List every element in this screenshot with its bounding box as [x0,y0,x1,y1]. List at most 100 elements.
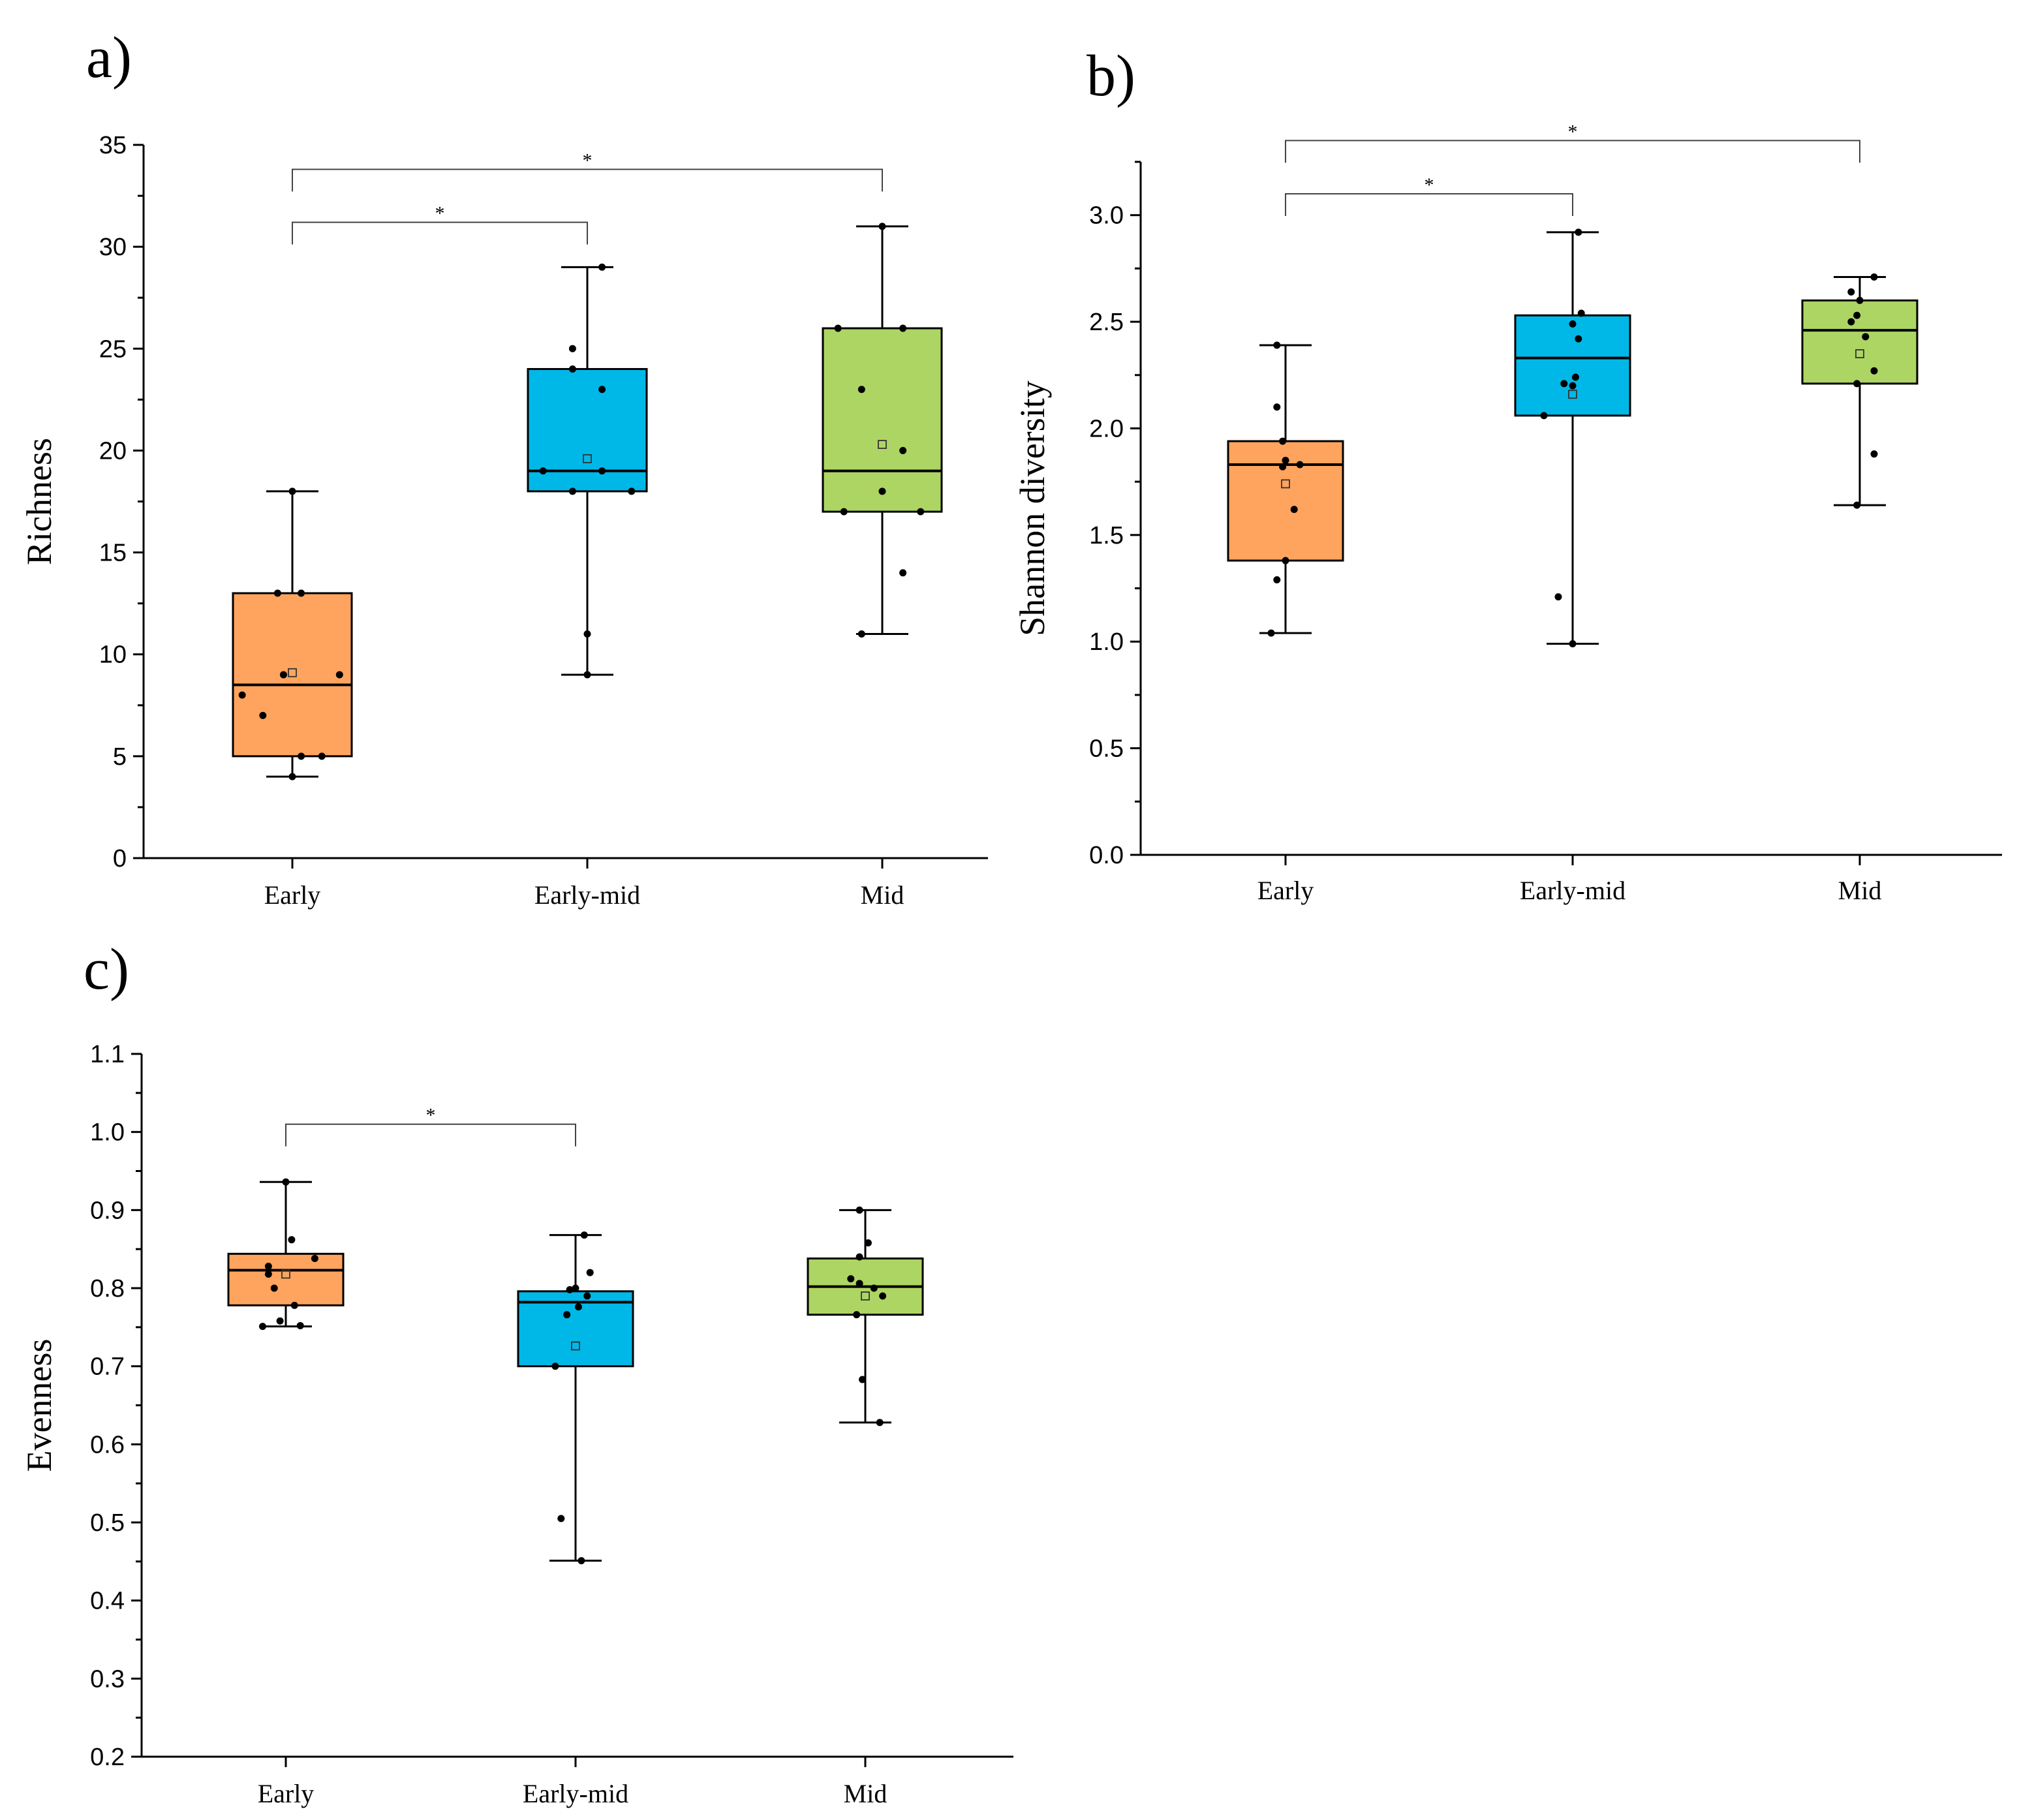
data-point [1856,296,1864,304]
box-mid [1801,273,1919,509]
panel-letter: b) [1087,44,1135,108]
x-tick-label: Mid [1838,876,1882,905]
box-rect [232,592,353,758]
data-point [859,1376,867,1383]
y-tick-label: 0.5 [90,1509,125,1537]
box-early-mid [527,263,648,679]
significance-star: * [1425,174,1434,196]
mean-marker [583,454,592,463]
data-point [539,467,547,475]
data-point [853,1311,861,1319]
data-point [876,1419,884,1427]
data-point [578,1557,585,1565]
y-tick-label: 1.0 [90,1119,125,1147]
data-point [318,752,326,760]
significance-bracket: * [285,1105,576,1147]
x-tick-label: Early [258,1779,315,1808]
data-point [282,1178,290,1186]
data-point [568,345,576,352]
y-tick-label: 5 [113,743,127,771]
y-tick-label: 0 [113,845,127,872]
y-tick-label: 0.8 [90,1275,125,1303]
data-point [258,1323,266,1331]
data-point [288,487,296,495]
x-tick-label: Early-mid [523,1779,628,1808]
data-point [917,508,925,516]
data-point [855,1253,863,1261]
significance-star: * [435,203,445,224]
data-point [568,365,576,373]
x-tick-label: Early [1257,876,1314,905]
data-point [568,487,576,495]
significance-star: * [1568,121,1578,142]
data-point [1870,273,1878,281]
data-point [1569,320,1577,328]
data-point [288,1236,296,1244]
significance-star: * [426,1105,436,1126]
panel-letter: c) [84,937,129,1002]
data-point [840,508,848,516]
data-point [279,671,287,679]
data-point [264,1262,272,1270]
x-tick-label: Mid [844,1779,887,1808]
data-point [1296,461,1304,469]
y-axis-title: Shannon diversity [1013,380,1052,636]
data-point [1290,506,1298,514]
significance-bracket: * [1285,121,1860,163]
data-point [899,446,907,454]
y-tick-label: 0.5 [1089,735,1124,763]
x-tick-label: Early-mid [534,880,640,910]
data-point [1540,412,1548,420]
chart-panel-c: c) Evenness 0.2 0.3 0.4 0.5 0.6 0.7 0.8 0.9 1.0 1.1… [20,937,1013,1808]
data-point [1577,309,1585,317]
significance-bracket: * [1285,174,1573,217]
data-point [583,1292,591,1300]
data-point [628,487,636,495]
data-point [899,324,907,332]
data-point [311,1255,318,1263]
box-early-mid [517,1231,634,1565]
box-mid [822,223,943,638]
data-point [574,1303,582,1311]
data-point [878,223,886,230]
box-rect [517,1290,634,1368]
data-point [1870,367,1878,375]
data-point [1575,228,1582,236]
box-rect [1514,314,1631,417]
y-tick-label: 2.5 [1089,309,1124,336]
box-early-mid [1514,228,1631,647]
data-point [864,1239,872,1247]
data-point [879,1292,887,1300]
y-tick-label: 0.9 [90,1197,125,1224]
data-point [834,324,842,332]
data-point [855,1280,863,1288]
data-point [276,1317,284,1325]
data-point [1273,341,1281,349]
data-point [259,711,267,719]
y-tick-label: 35 [99,132,127,159]
box-early [232,487,353,780]
data-point [1273,403,1281,411]
data-point [566,1286,574,1293]
data-point [857,386,865,393]
mean-marker [1281,479,1290,489]
data-point [1575,335,1582,343]
y-tick-label: 1.5 [1089,522,1124,549]
data-point [1862,333,1870,341]
data-point [1853,380,1861,388]
box-rect [1801,299,1919,385]
y-tick-label: 0.4 [90,1588,125,1615]
data-point [586,1269,594,1276]
box-mid [807,1206,924,1427]
data-point [1273,576,1281,583]
data-point [1560,380,1568,388]
mean-marker [281,1269,290,1279]
data-point [855,1206,863,1214]
y-tick-label: 0.3 [90,1665,125,1693]
box-early [1227,341,1344,637]
data-point [899,569,907,577]
data-point [551,1363,559,1370]
mean-marker [1568,390,1577,399]
